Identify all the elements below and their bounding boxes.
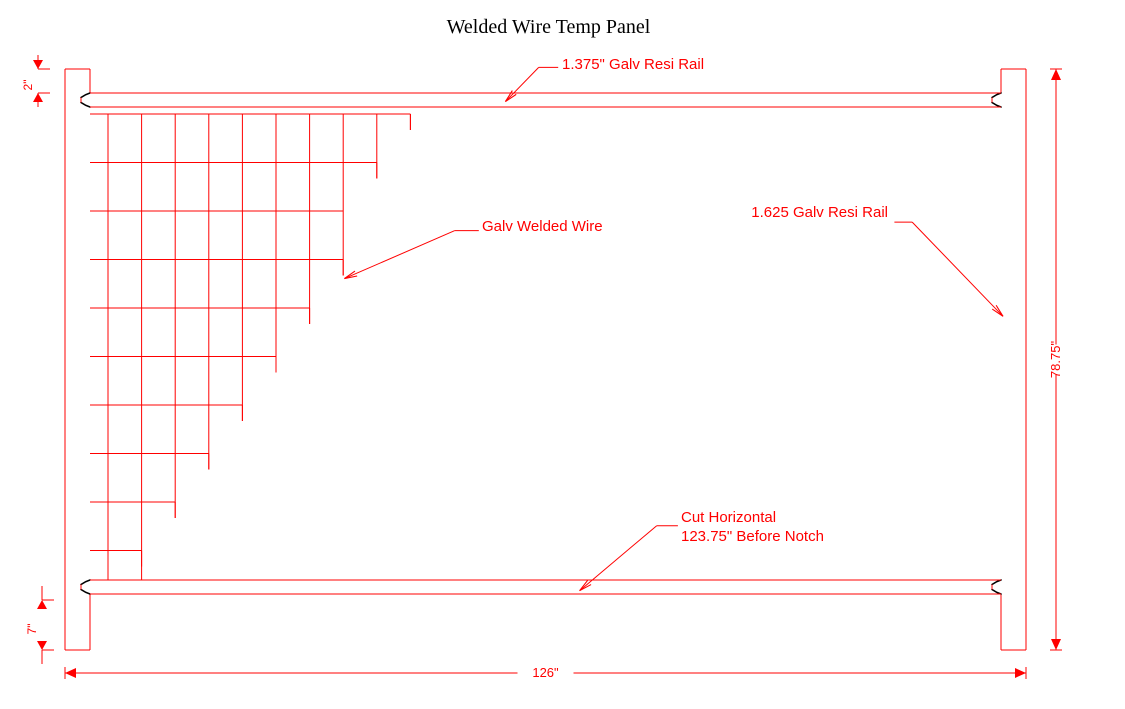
svg-text:2": 2" (21, 80, 35, 91)
svg-text:126": 126" (532, 665, 559, 680)
svg-text:1.625 Galv Resi Rail: 1.625 Galv Resi Rail (751, 204, 888, 221)
svg-text:Cut Horizontal: Cut Horizontal (681, 509, 776, 526)
svg-text:Galv Welded Wire: Galv Welded Wire (482, 218, 603, 235)
svg-text:123.75" Before Notch: 123.75" Before Notch (681, 528, 824, 545)
svg-text:1.375" Galv Resi Rail: 1.375" Galv Resi Rail (562, 56, 704, 73)
svg-text:7": 7" (25, 624, 39, 635)
svg-text:78.75": 78.75" (1048, 341, 1063, 379)
